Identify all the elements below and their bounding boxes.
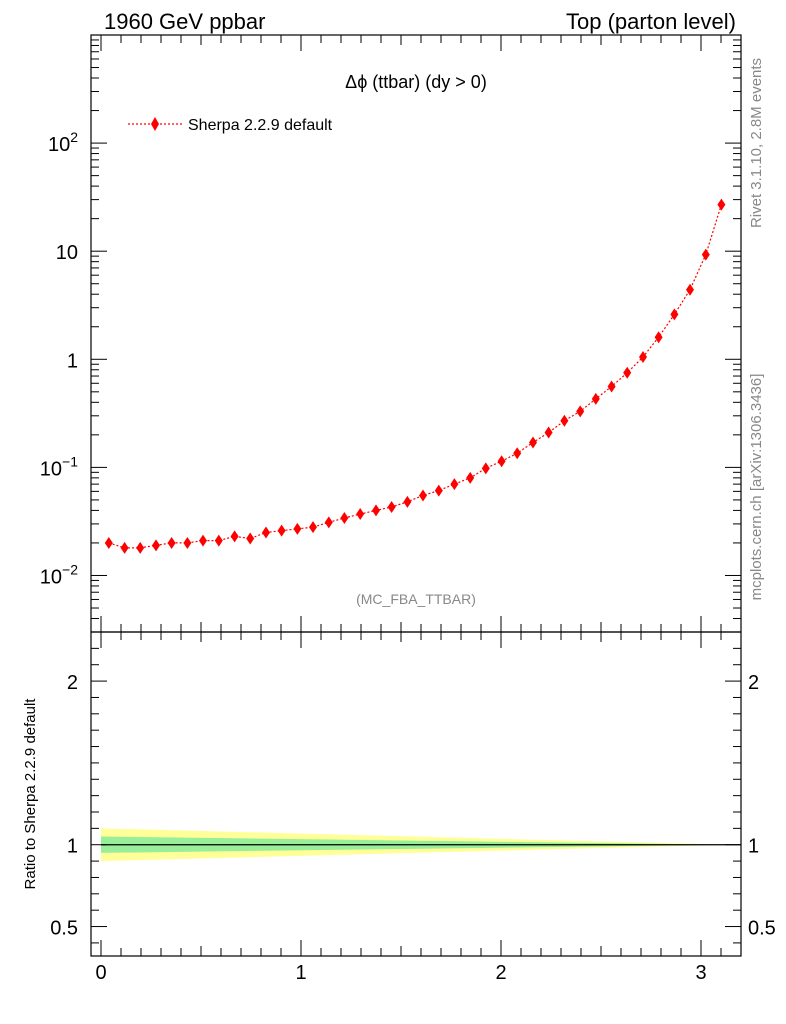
data-point [529,436,537,449]
data-point [277,524,286,537]
data-point [481,462,490,475]
data-point [372,504,380,517]
main-y-tick-label: 10−2 [40,561,78,588]
data-point [230,530,239,543]
rivet-version-text: Rivet 3.1.10, 2.8M events [748,58,765,228]
data-point [607,380,616,393]
data-point [701,248,710,261]
main-y-tick-label: 10−1 [40,453,78,480]
data-point [513,447,522,460]
data-point [419,489,427,502]
data-point [152,539,160,552]
data-point [434,484,443,497]
main-y-tick-label: 1 [67,350,78,372]
main-y-ticks [91,34,741,633]
legend-series-label: Sherpa 2.2.9 default [188,117,333,134]
ratio-y-ticks [91,647,741,944]
ratio-y-tick-label-left: 0.5 [50,918,78,940]
data-point [136,541,145,554]
legend: Sherpa 2.2.9 default [128,117,333,134]
legend-marker [151,117,159,131]
main-y-tick-label: 102 [48,129,78,156]
ratio-y-tick-label-left: 2 [67,672,78,694]
data-point [591,392,600,405]
ratio-y-tick-label-right: 1 [748,836,759,858]
data-point [246,532,255,545]
ratio-y-tick-label-left: 1 [67,836,78,858]
main-y-tick-labels: 10−2 10−1 1 10 102 [40,129,78,588]
data-point [654,331,663,344]
mcplots-reference-text: mcplots.cern.ch [arXiv:1306.3436] [748,374,765,601]
data-point [387,501,396,514]
data-point [670,308,679,321]
data-point [403,495,412,508]
chart-title: Δϕ (ttbar) (dy > 0) [345,72,487,92]
ratio-x-ticks [100,632,722,956]
data-point [309,521,317,534]
data-point [623,366,632,379]
ratio-tick-labels: 0.5 0.5 1 1 2 2 0 1 2 3 [50,672,776,984]
data-point [576,405,585,418]
data-point [293,522,302,535]
x-tick-label: 3 [695,962,706,984]
x-tick-label: 1 [295,962,306,984]
data-point [356,508,365,521]
data-point [324,516,333,529]
x-tick-label: 2 [495,962,506,984]
ratio-bands [101,828,741,862]
data-point [639,350,647,363]
ratio-panel: 0.5 0.5 1 1 2 2 0 1 2 3 Ratio to Sherpa 2.2.9 def… [22,631,776,984]
collision-title: 1960 GeV ppbar [104,9,265,34]
main-y-tick-label: 10 [56,242,78,264]
data-point [104,536,113,549]
data-point [544,426,553,439]
series-points-group [104,198,726,554]
series-line-group [108,204,722,549]
main-panel: 10−2 10−1 1 10 102 Δϕ (ttbar) (dy > 0) (MC_F… [40,34,742,633]
data-point [199,534,207,547]
process-title: Top (parton level) [566,9,736,34]
x-tick-label: 0 [95,962,106,984]
data-point [120,541,129,554]
ratio-y-axis-label: Ratio to Sherpa 2.2.9 default [22,698,39,890]
data-point [262,526,270,539]
ratio-y-tick-label-right: 2 [748,672,759,694]
data-point [466,471,475,484]
analysis-annotation: (MC_FBA_TTBAR) [356,591,476,607]
data-point [183,536,192,549]
data-point [497,455,506,468]
data-point [450,478,459,491]
data-point [167,536,176,549]
data-point [214,534,223,547]
data-point [560,414,569,427]
series-line [108,204,722,549]
ratio-y-tick-label-right: 0.5 [748,918,776,940]
data-point [686,283,694,296]
data-point [340,512,349,525]
ratio-frame [90,631,742,957]
main-x-ticks [100,35,722,632]
data-point [717,198,726,211]
